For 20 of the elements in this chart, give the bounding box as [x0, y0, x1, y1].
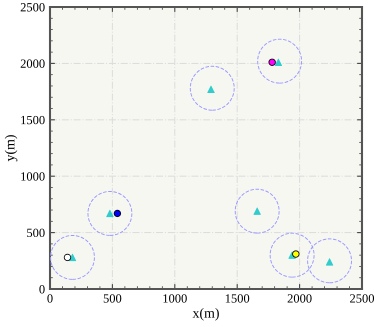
- point: [253, 207, 261, 215]
- x-tick-label: 1000: [163, 294, 187, 303]
- y-tick-label: 1500: [21, 116, 45, 124]
- y-tick-label: 1000: [21, 172, 45, 181]
- x-axis-title: x(m): [192, 308, 219, 321]
- point: [68, 254, 76, 262]
- y-axis-title: y(m): [4, 135, 18, 162]
- point: [326, 258, 334, 266]
- point: [207, 86, 215, 94]
- x-tick-label: 500: [104, 294, 122, 303]
- x-tick-label: 2500: [350, 294, 374, 303]
- y-tick-label: 0: [39, 285, 45, 294]
- x-tick-label: 2000: [288, 294, 312, 303]
- point: [274, 58, 282, 66]
- x-tick-label: 0: [47, 294, 53, 303]
- y-tick-label: 500: [27, 228, 45, 238]
- point: [106, 210, 114, 218]
- x-tick-label: 1500: [226, 294, 250, 303]
- y-tick-label: 2500: [20, 3, 45, 12]
- y-tick-label: 2000: [20, 59, 45, 68]
